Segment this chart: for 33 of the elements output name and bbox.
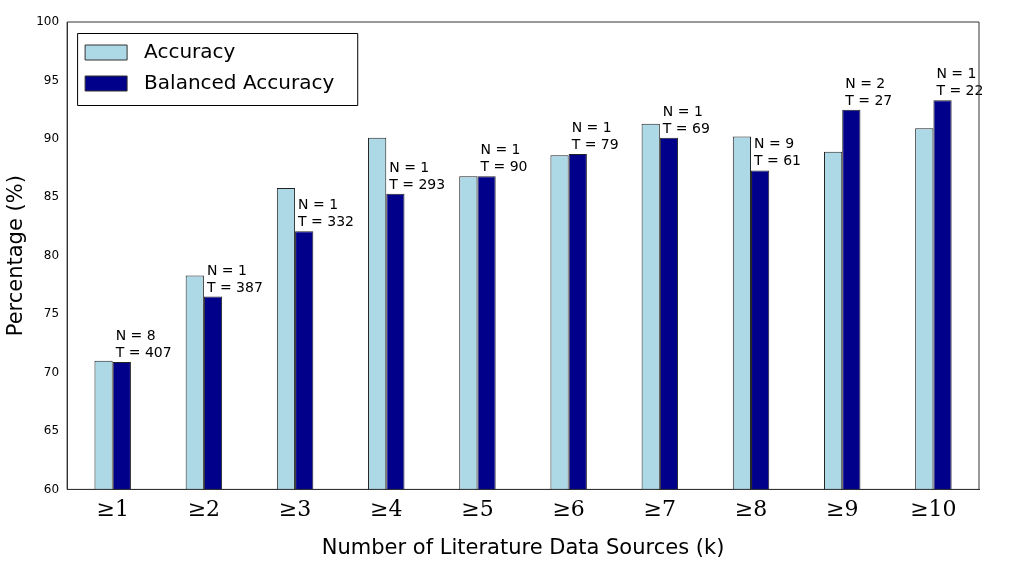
x-tick-label: ≥2 xyxy=(187,496,221,522)
legend-label: Accuracy xyxy=(144,39,236,64)
y-tick-label: 100 xyxy=(36,14,60,29)
annotation: N = 1 T = 22 xyxy=(935,65,984,99)
y-tick-label: 65 xyxy=(43,423,60,438)
x-tick-label: ≥7 xyxy=(643,496,677,522)
y-tick-label: 70 xyxy=(43,364,60,379)
annotation: N = 1 T = 332 xyxy=(297,196,354,230)
annotation: N = 1 T = 79 xyxy=(570,119,619,153)
y-tick-label: 80 xyxy=(43,247,60,262)
y-tick-label: 85 xyxy=(43,189,60,204)
x-tick-label: ≥3 xyxy=(278,496,312,522)
annotation: N = 8 T = 407 xyxy=(114,327,172,361)
x-tick-label: ≥1 xyxy=(96,496,129,522)
x-tick-label: ≥8 xyxy=(734,496,768,522)
annotation: N = 1 T = 293 xyxy=(388,158,446,192)
annotation: N = 2 T = 27 xyxy=(844,74,893,108)
x-axis-title: Number of Literature Data Sources (k) xyxy=(321,534,725,559)
annotation: N = 1 T = 90 xyxy=(479,141,528,175)
x-tick-label: ≥4 xyxy=(370,496,403,522)
x-tick-label: ≥6 xyxy=(552,496,585,522)
x-tick-label: ≥9 xyxy=(826,496,859,522)
annotation: N = 1 T = 69 xyxy=(661,102,710,136)
y-axis-title: Percentage (%) xyxy=(3,175,28,337)
annotation: N = 9 T = 61 xyxy=(753,135,802,169)
x-tick-label: ≥5 xyxy=(461,496,494,522)
legend-label: Balanced Accuracy xyxy=(144,70,335,95)
y-tick-label: 90 xyxy=(43,130,60,145)
annotation: N = 1 T = 387 xyxy=(205,261,263,295)
x-tick-label: ≥10 xyxy=(910,496,957,522)
y-tick-label: 75 xyxy=(43,306,60,321)
y-tick-label: 60 xyxy=(43,481,60,496)
y-tick-label: 95 xyxy=(43,72,60,87)
